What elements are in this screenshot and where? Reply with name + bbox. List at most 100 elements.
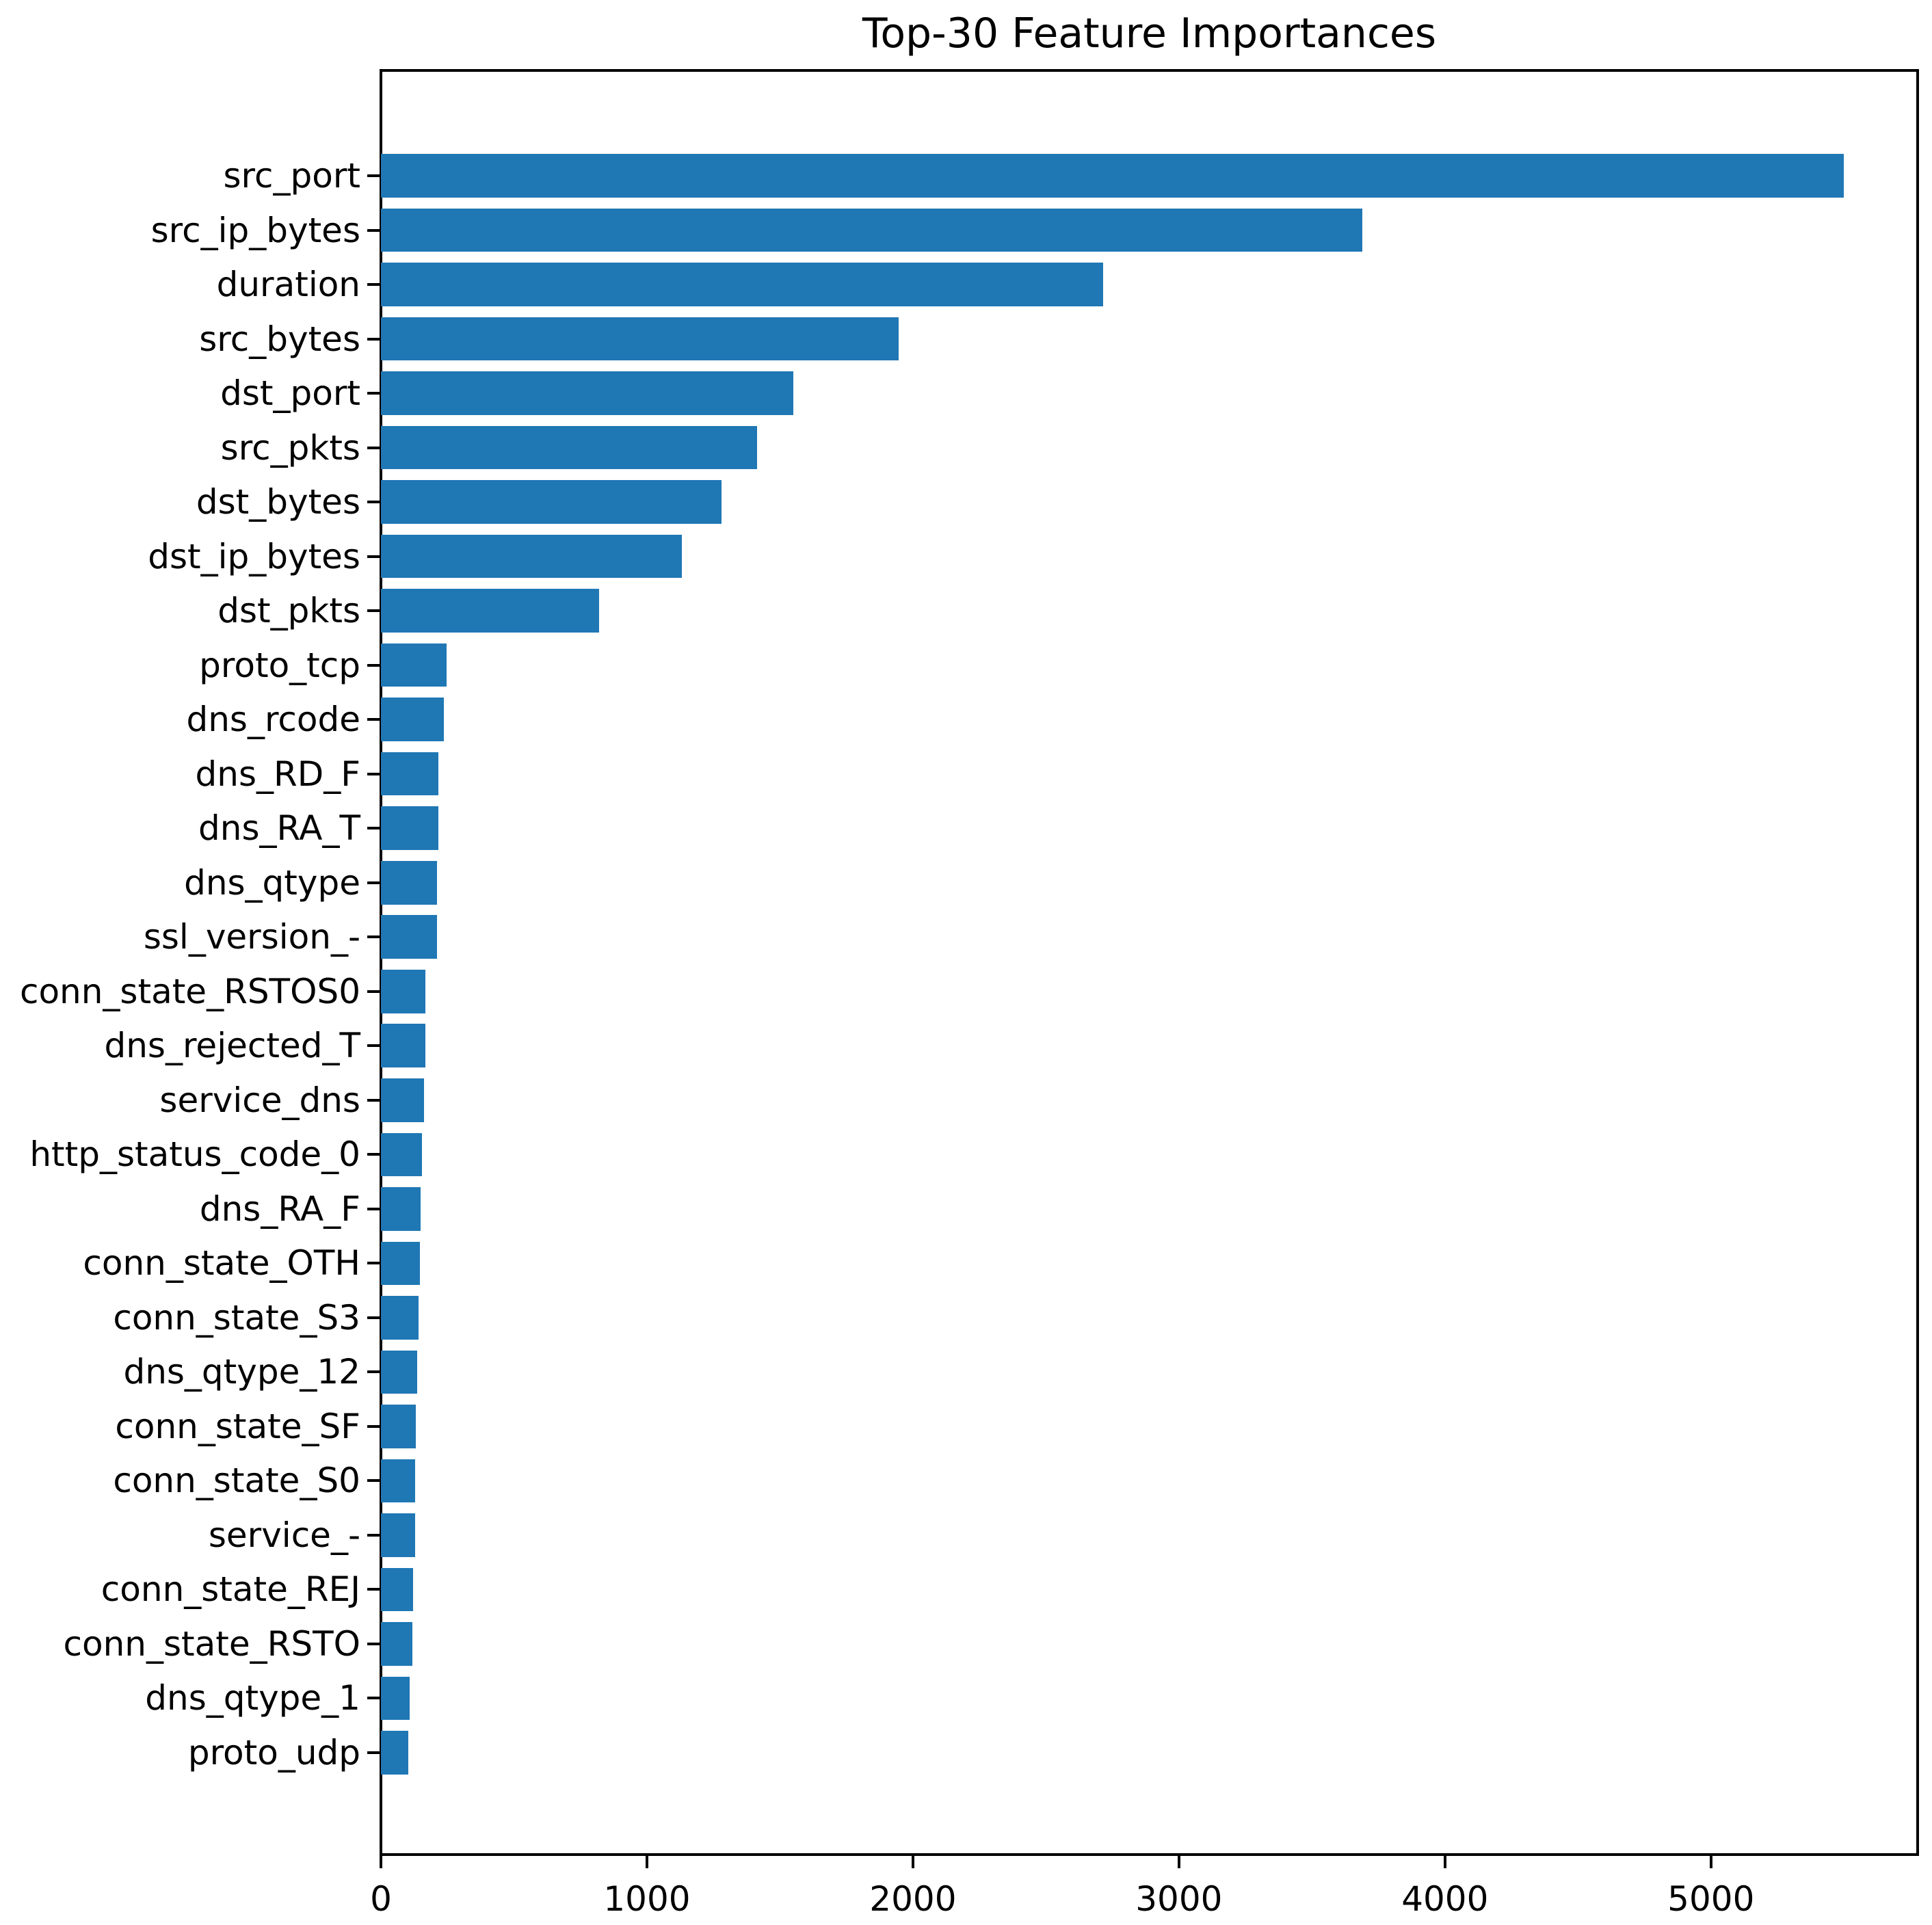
- y-tick: [367, 1424, 381, 1428]
- x-tick: [1177, 1855, 1180, 1868]
- y-tick: [367, 1588, 381, 1591]
- y-tick-label: src_bytes: [199, 319, 360, 359]
- y-tick-label: src_port: [223, 156, 361, 196]
- x-tick-label: 2000: [869, 1879, 957, 1919]
- bar: [381, 589, 599, 633]
- y-tick: [367, 501, 381, 504]
- bar: [381, 1241, 420, 1286]
- x-tick-label: 3000: [1135, 1879, 1223, 1919]
- y-tick-label: dns_RA_T: [198, 808, 360, 849]
- bar: [381, 263, 1104, 306]
- bar: [381, 969, 426, 1013]
- y-tick-label: dst_ip_bytes: [148, 536, 360, 576]
- x-tick: [911, 1855, 914, 1868]
- y-tick: [367, 827, 381, 830]
- x-tick-label: 5000: [1667, 1879, 1755, 1919]
- bar: [381, 1024, 425, 1068]
- y-tick: [367, 1316, 381, 1319]
- bar: [381, 1078, 424, 1122]
- y-tick-label: dns_RA_F: [199, 1189, 360, 1229]
- y-tick: [367, 1370, 381, 1374]
- y-tick: [367, 1207, 381, 1210]
- y-tick: [367, 990, 381, 993]
- y-tick: [367, 283, 381, 287]
- y-tick-label: src_pkts: [220, 427, 360, 468]
- y-tick: [367, 1751, 381, 1754]
- x-tick: [380, 1855, 382, 1868]
- y-tick-label: conn_state_REJ: [101, 1569, 360, 1610]
- x-tick-label: 4000: [1401, 1879, 1489, 1919]
- y-tick-label: http_status_code_0: [29, 1134, 360, 1175]
- y-tick-label: conn_state_OTH: [83, 1243, 360, 1284]
- y-tick: [367, 1479, 381, 1483]
- y-tick-label: dns_RD_F: [195, 754, 360, 794]
- y-tick-label: conn_state_S0: [113, 1461, 360, 1501]
- y-tick: [367, 772, 381, 775]
- bar: [381, 806, 438, 850]
- y-tick: [367, 174, 381, 177]
- y-tick: [367, 228, 381, 232]
- y-tick: [367, 881, 381, 884]
- y-tick: [367, 935, 381, 939]
- y-tick-label: dns_qtype_1: [145, 1678, 360, 1718]
- bar: [381, 860, 438, 905]
- y-tick: [367, 1044, 381, 1048]
- y-tick-label: conn_state_SF: [115, 1406, 360, 1446]
- bar: [381, 1567, 414, 1612]
- bar: [381, 480, 722, 524]
- bar: [381, 1622, 412, 1666]
- bar: [381, 317, 899, 361]
- bar: [381, 154, 1844, 198]
- y-tick-label: dst_pkts: [217, 591, 360, 631]
- y-tick: [367, 663, 381, 667]
- bar: [381, 1350, 417, 1394]
- y-tick-label: dns_rejected_T: [104, 1026, 361, 1066]
- y-tick: [367, 1533, 381, 1537]
- x-tick: [1443, 1855, 1446, 1868]
- bar: [381, 371, 793, 415]
- y-tick: [367, 446, 381, 449]
- y-tick-label: conn_state_S3: [113, 1297, 360, 1338]
- y-tick-label: conn_state_RSTOS0: [19, 971, 360, 1011]
- y-tick-label: proto_tcp: [199, 645, 360, 685]
- y-tick-label: dns_qtype_12: [123, 1352, 360, 1392]
- y-tick-label: src_ip_bytes: [150, 210, 360, 250]
- y-tick-label: dns_qtype: [184, 862, 360, 903]
- y-tick: [367, 555, 381, 558]
- chart-title: Top-30 Feature Importances: [862, 10, 1437, 57]
- x-tick: [1709, 1855, 1712, 1868]
- bar: [381, 534, 682, 579]
- y-tick: [367, 1262, 381, 1265]
- y-tick-label: proto_udp: [187, 1733, 360, 1773]
- y-tick-label: duration: [216, 265, 360, 305]
- y-tick-label: dns_rcode: [186, 700, 360, 740]
- y-tick: [367, 1153, 381, 1156]
- bar: [381, 1296, 419, 1340]
- bar: [381, 643, 447, 687]
- y-tick: [367, 1098, 381, 1102]
- bar: [381, 698, 445, 741]
- y-tick: [367, 609, 381, 613]
- bar: [381, 1459, 416, 1503]
- y-tick-label: dst_bytes: [196, 482, 360, 522]
- y-tick: [367, 718, 381, 721]
- y-tick-label: ssl_version_-: [143, 917, 360, 957]
- y-tick-label: conn_state_RSTO: [63, 1623, 361, 1664]
- bar: [381, 1676, 410, 1721]
- y-tick: [367, 1697, 381, 1700]
- x-tick-label: 0: [370, 1879, 392, 1919]
- y-tick: [367, 1642, 381, 1645]
- bar: [381, 752, 439, 796]
- bar: [381, 1132, 423, 1177]
- y-tick: [367, 392, 381, 395]
- bar: [381, 1405, 416, 1448]
- x-tick-label: 1000: [603, 1879, 691, 1919]
- y-tick-label: service_-: [208, 1515, 360, 1555]
- y-tick-label: dst_port: [220, 373, 360, 414]
- x-tick: [645, 1855, 648, 1868]
- plot-area: [380, 69, 1919, 1856]
- bar: [381, 1187, 421, 1231]
- bar: [381, 1731, 409, 1775]
- bar: [381, 425, 758, 470]
- y-tick-label: service_dns: [159, 1080, 360, 1120]
